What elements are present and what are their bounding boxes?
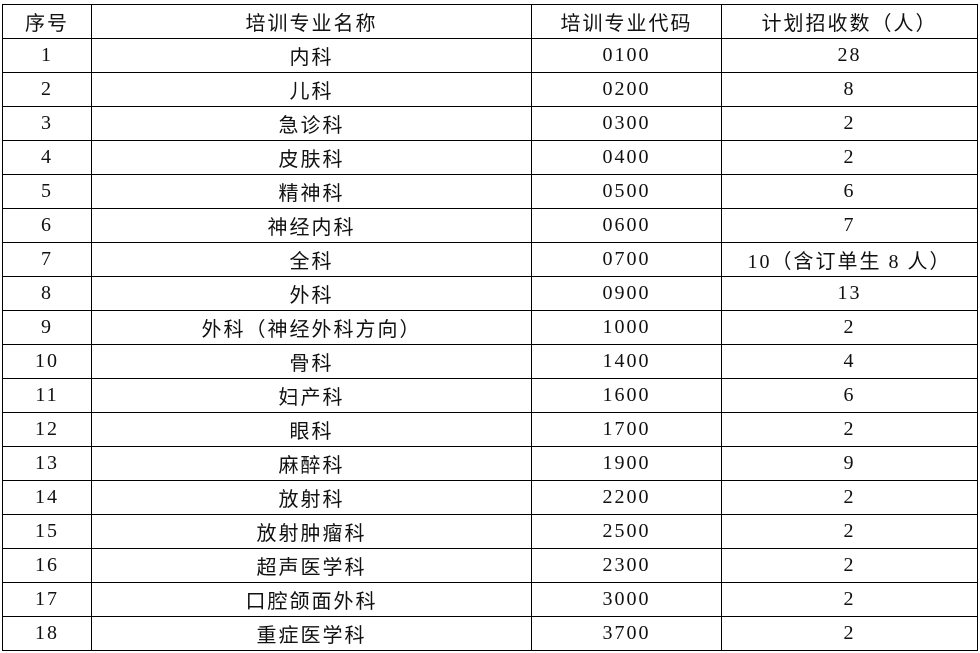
table-cell: 0900	[531, 276, 722, 311]
table-cell: 10（含订单生 8 人）	[721, 242, 978, 277]
table-cell: 1600	[531, 378, 722, 413]
table-row: 13 麻醉科 1900 9	[2, 446, 978, 481]
table-cell: 2	[721, 514, 978, 549]
table-cell: 妇产科	[91, 378, 532, 413]
table-cell: 5	[2, 174, 92, 209]
table-cell: 4	[721, 344, 978, 379]
table-row: 1 内科 0100 28	[2, 38, 978, 73]
table-cell: 放射科	[91, 480, 532, 515]
table-cell: 重症医学科	[91, 616, 532, 651]
table-row: 6 神经内科 0600 7	[2, 208, 978, 243]
table-row: 16 超声医学科 2300 2	[2, 548, 978, 583]
table-cell: 儿科	[91, 72, 532, 107]
table-cell: 全科	[91, 242, 532, 277]
table-cell: 15	[2, 514, 92, 549]
table-row: 14 放射科 2200 2	[2, 480, 978, 515]
table-cell: 28	[721, 38, 978, 73]
table-cell: 0100	[531, 38, 722, 73]
table-cell: 6	[721, 174, 978, 209]
table-cell: 7	[721, 208, 978, 243]
table-row: 12 眼科 1700 2	[2, 412, 978, 447]
table-cell: 2300	[531, 548, 722, 583]
header-row: 序号 培训专业名称 培训专业代码 计划招收数（人）	[2, 4, 978, 39]
table-row: 11 妇产科 1600 6	[2, 378, 978, 413]
table-row: 18 重症医学科 3700 2	[2, 616, 978, 651]
table-cell: 急诊科	[91, 106, 532, 141]
table-cell: 13	[2, 446, 92, 481]
table-cell: 外科	[91, 276, 532, 311]
table-row: 10 骨科 1400 4	[2, 344, 978, 379]
table-cell: 0500	[531, 174, 722, 209]
table-cell: 精神科	[91, 174, 532, 209]
table-body: 1 内科 0100 28 2 儿科 0200 8 3 急诊科 0300 2 4 皮肤科 0400 2 5 精神科 0…	[2, 38, 978, 651]
table-cell: 眼科	[91, 412, 532, 447]
table-cell: 2	[721, 140, 978, 175]
table-cell: 17	[2, 582, 92, 617]
table-cell: 0300	[531, 106, 722, 141]
table-row: 4 皮肤科 0400 2	[2, 140, 978, 175]
table-cell: 2	[721, 106, 978, 141]
table-cell: 骨科	[91, 344, 532, 379]
table-cell: 超声医学科	[91, 548, 532, 583]
enrollment-table: 序号 培训专业名称 培训专业代码 计划招收数（人） 1 内科 0100 28 2 儿科 0200 8…	[2, 4, 978, 651]
table-cell: 14	[2, 480, 92, 515]
table-cell: 2	[721, 582, 978, 617]
table-cell: 内科	[91, 38, 532, 73]
header-cell: 序号	[2, 4, 92, 39]
table-cell: 皮肤科	[91, 140, 532, 175]
table-cell: 2	[2, 72, 92, 107]
table-cell: 8	[2, 276, 92, 311]
table-cell: 1	[2, 38, 92, 73]
table-cell: 0700	[531, 242, 722, 277]
header-cell: 培训专业代码	[531, 4, 722, 39]
table-cell: 麻醉科	[91, 446, 532, 481]
header-cell: 培训专业名称	[91, 4, 532, 39]
table-cell: 放射肿瘤科	[91, 514, 532, 549]
table-cell: 8	[721, 72, 978, 107]
table-cell: 9	[2, 310, 92, 345]
table-row: 7 全科 0700 10（含订单生 8 人）	[2, 242, 978, 277]
table-cell: 1000	[531, 310, 722, 345]
table-cell: 16	[2, 548, 92, 583]
table-cell: 2200	[531, 480, 722, 515]
table-cell: 6	[2, 208, 92, 243]
table-cell: 1700	[531, 412, 722, 447]
table-cell: 0200	[531, 72, 722, 107]
table-cell: 3	[2, 106, 92, 141]
table-cell: 9	[721, 446, 978, 481]
table-cell: 10	[2, 344, 92, 379]
table-cell: 2	[721, 548, 978, 583]
table-row: 5 精神科 0500 6	[2, 174, 978, 209]
table-cell: 3000	[531, 582, 722, 617]
table-cell: 2	[721, 616, 978, 651]
table-cell: 12	[2, 412, 92, 447]
table-cell: 7	[2, 242, 92, 277]
table-cell: 6	[721, 378, 978, 413]
table-row: 15 放射肿瘤科 2500 2	[2, 514, 978, 549]
table-cell: 1400	[531, 344, 722, 379]
table-cell: 口腔颌面外科	[91, 582, 532, 617]
table-cell: 神经内科	[91, 208, 532, 243]
table-cell: 2	[721, 412, 978, 447]
table-row: 2 儿科 0200 8	[2, 72, 978, 107]
table-cell: 2	[721, 310, 978, 345]
table-cell: 2500	[531, 514, 722, 549]
table-cell: 外科（神经外科方向）	[91, 310, 532, 345]
table-cell: 4	[2, 140, 92, 175]
header-cell: 计划招收数（人）	[721, 4, 978, 39]
table-cell: 1900	[531, 446, 722, 481]
table-cell: 0600	[531, 208, 722, 243]
table-cell: 3700	[531, 616, 722, 651]
table-cell: 0400	[531, 140, 722, 175]
table-row: 9 外科（神经外科方向） 1000 2	[2, 310, 978, 345]
table-row: 8 外科 0900 13	[2, 276, 978, 311]
table-cell: 11	[2, 378, 92, 413]
table-cell: 13	[721, 276, 978, 311]
table-row: 3 急诊科 0300 2	[2, 106, 978, 141]
table-row: 17 口腔颌面外科 3000 2	[2, 582, 978, 617]
table-cell: 2	[721, 480, 978, 515]
table-cell: 18	[2, 616, 92, 651]
